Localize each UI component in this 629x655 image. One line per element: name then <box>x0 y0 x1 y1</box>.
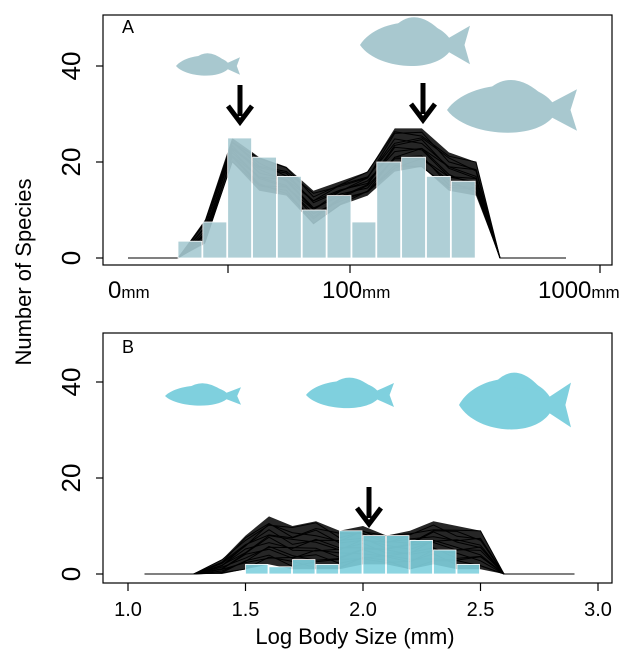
panel-a-simulation-line <box>128 131 566 259</box>
fish-medium-a-icon-fin <box>393 17 443 33</box>
fish-large-b-icon-body <box>459 378 571 430</box>
panel-b-bar <box>362 535 386 575</box>
down-arrow-b1-icon <box>355 487 383 529</box>
fish-large-b-icon <box>459 372 571 430</box>
fish-small-a-icon <box>176 53 240 76</box>
panel-b-y-axis: 0 20 40 <box>56 368 103 581</box>
panel-b-x-axis: 1.0 1.5 2.0 2.5 3.0 <box>114 583 612 621</box>
fish-medium-b-icon-body <box>306 380 394 409</box>
panel-a-xtick-label: 100mm <box>322 277 390 304</box>
panel-a-bar <box>301 209 327 259</box>
panel-b-bar <box>315 564 339 575</box>
panel-b-bar <box>245 564 269 575</box>
fish-small-b-icon-fin <box>187 383 222 391</box>
fish-medium-a-icon-body <box>360 22 470 66</box>
y-axis-title: Number of Species <box>11 178 36 365</box>
fish-small-b-icon <box>165 383 241 406</box>
panel-b-bar <box>433 549 457 575</box>
fish-large-a-icon-fin <box>486 79 545 97</box>
fish-medium-b-icon <box>306 377 394 409</box>
panel-b-xtick-label: 1.0 <box>114 599 142 621</box>
panel-b-frame <box>102 332 613 584</box>
down-arrow-a2-icon <box>409 83 437 125</box>
panel-b-xtick-label: 1.5 <box>232 599 260 621</box>
panel-a-bar <box>426 175 451 259</box>
fish-large-b-icon-fin <box>492 372 543 391</box>
panel-b-bars <box>245 530 480 575</box>
panel-b-ytick-label: 20 <box>56 464 86 493</box>
panel-b-xtick-label: 3.0 <box>584 599 612 621</box>
panel-a-y-axis: 0 20 40 <box>56 52 103 265</box>
panel-b-xtick-label: 2.5 <box>467 599 495 621</box>
panel-a-arrows <box>226 83 437 127</box>
panel-a-bar <box>351 221 377 259</box>
panel-a-bar <box>276 175 302 259</box>
panel-a-xtick-label: 1000mm <box>538 277 620 304</box>
panel-a-bar <box>252 156 277 259</box>
panel-a-bar <box>202 221 228 259</box>
panel-b-bar <box>339 530 363 575</box>
panel-a-bar <box>401 156 426 259</box>
down-arrow-a2-icon-head <box>409 102 437 125</box>
panel-a-bar <box>227 137 252 259</box>
fish-large-a-icon <box>447 79 577 133</box>
down-arrow-a1-icon <box>226 85 254 127</box>
panel-b-bar <box>456 564 480 575</box>
panel-b-ytick-label: 0 <box>56 567 86 581</box>
panel-b-label: B <box>122 337 134 357</box>
panel-b-ytick-label: 40 <box>56 368 86 397</box>
panel-a-ytick-label: 0 <box>56 251 86 265</box>
panel-b-bar <box>386 535 410 575</box>
panel-a-label: A <box>122 17 134 37</box>
panel-a-xtick-label: 0mm <box>108 277 150 304</box>
panel-a-x-axis: 0mm 100mm 1000mm <box>108 265 620 304</box>
panel-b-bar <box>292 559 316 575</box>
panel-a-ytick-label: 20 <box>56 148 86 177</box>
panel-a-bar <box>326 195 352 259</box>
fish-small-a-icon-body <box>176 55 240 76</box>
fish-medium-b-icon-fin <box>332 377 372 388</box>
fish-medium-a-icon <box>360 17 470 66</box>
panel-a-fish-silhouettes <box>176 17 577 133</box>
panel-b-bar <box>268 566 292 575</box>
panel-a-frame <box>102 14 613 266</box>
fish-small-a-icon-fin <box>195 53 224 61</box>
panel-a-bar <box>177 240 203 259</box>
panel-b-bar <box>409 540 433 575</box>
panel-a-bars <box>177 137 476 259</box>
panel-b-fish-silhouettes <box>165 372 571 430</box>
panel-a-ytick-label: 40 <box>56 52 86 81</box>
down-arrow-b1-icon-head <box>355 506 383 529</box>
panel-b-arrows <box>355 487 383 529</box>
fish-small-b-icon-body <box>165 385 241 406</box>
down-arrow-a1-icon-head <box>226 104 254 127</box>
x-axis-title: Log Body Size (mm) <box>255 624 454 649</box>
panel-b-xtick-label: 2.0 <box>349 599 377 621</box>
panel-b: B 0 20 40 1.0 1.5 2.0 2.5 3.0 <box>56 332 613 621</box>
panel-a-bar <box>450 180 476 259</box>
panel-a: A 0 20 40 0mm 100mm 1000mm <box>56 14 620 304</box>
panel-a-bar <box>376 161 402 259</box>
fish-large-a-icon-body <box>447 85 577 133</box>
